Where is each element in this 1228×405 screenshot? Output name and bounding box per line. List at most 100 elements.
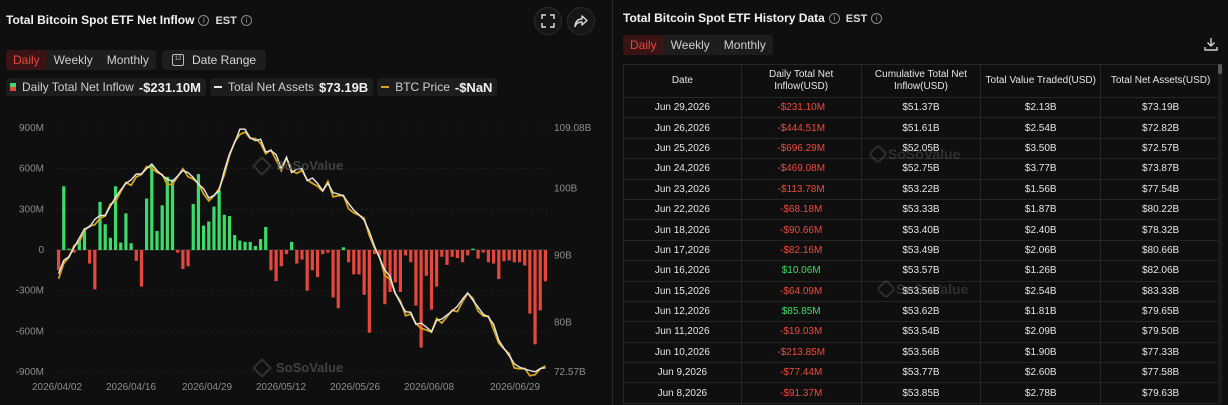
row-net-assets: $82.06B <box>1100 260 1221 282</box>
y-left-tick-label: 600M <box>19 164 44 175</box>
row-date: Jun 8,2026 <box>623 382 742 404</box>
inflow-bar <box>176 250 180 253</box>
row-date: Jun 16,2026 <box>623 260 742 282</box>
y-right-tick-label: 72.57B <box>554 367 586 378</box>
inflow-bar <box>398 250 403 293</box>
row-value-traded: $2.60B <box>980 362 1102 384</box>
fullscreen-icon <box>541 14 555 28</box>
column-header-daily-inflow[interactable]: Daily Total Net Inflow(USD) <box>740 64 862 98</box>
row-value-traded: $2.09B <box>980 321 1102 343</box>
y-right-tick-label: 100B <box>554 184 578 195</box>
table-row[interactable]: Jun 11,2026 -$19.03M $53.54B $2.09B $79.50B <box>623 321 1221 343</box>
inflow-bar <box>429 250 434 310</box>
info-icon[interactable]: i <box>828 13 840 24</box>
table-row[interactable]: Jun 16,2026 $10.06M $53.57B $1.26B $82.06B <box>623 260 1221 282</box>
y-left-tick-label: 0 <box>38 245 44 256</box>
row-net-assets: $79.65B <box>1100 300 1221 323</box>
legend-value: -$231.10M <box>138 79 201 95</box>
date-range-button[interactable]: 12 Date Range <box>162 50 267 70</box>
inflow-bar <box>103 224 107 250</box>
row-daily-inflow: -$213.85M <box>740 341 862 364</box>
row-net-assets: $79.50B <box>1100 321 1221 343</box>
row-daily-inflow: -$91.37M <box>740 382 862 404</box>
legend-btc-price[interactable]: BTC Price -$NaN <box>377 78 498 96</box>
inflow-bar <box>243 241 247 250</box>
inflow-bar <box>543 250 548 282</box>
x-tick-label: 2026/04/02 <box>32 382 82 393</box>
row-daily-inflow: -$19.03M <box>740 321 862 343</box>
inflow-bar <box>481 250 485 253</box>
table-row[interactable]: Jun 22,2026 -$68.18M $53.33B $1.87B $80.22B <box>623 198 1221 221</box>
inflow-bar <box>300 250 304 260</box>
row-cumulative: $53.40B <box>860 219 982 241</box>
inflow-bar <box>269 250 273 271</box>
column-header-value-traded[interactable]: Total Value Traded(USD) <box>980 64 1102 98</box>
inflow-bar <box>181 250 185 269</box>
x-tick-label: 2026/06/08 <box>404 382 454 393</box>
row-cumulative: $53.77B <box>860 362 982 384</box>
table-row[interactable]: Jun 12,2026 $85.85M $53.62B $1.81B $79.65B <box>623 300 1221 323</box>
inflow-bar <box>155 231 159 250</box>
scrollbar-thumb[interactable] <box>1218 64 1222 74</box>
watermark-text: SoSoValue <box>276 158 343 173</box>
download-icon[interactable] <box>1203 36 1219 52</box>
inflow-bar <box>367 250 371 333</box>
inflow-bar <box>450 250 454 257</box>
table-row[interactable]: Jun 18,2026 -$90.66M $53.40B $2.40B $78.32B <box>623 219 1221 241</box>
column-header-cumulative[interactable]: Cumulative Total Net Inflow(USD) <box>860 64 982 98</box>
legend-total-net-assets[interactable]: Total Net Assets $73.19B <box>209 78 374 96</box>
fullscreen-button[interactable] <box>534 7 562 35</box>
row-daily-inflow: $85.85M <box>740 300 862 323</box>
inflow-bar <box>98 201 102 250</box>
row-date: Jun 25,2026 <box>623 137 742 160</box>
row-date: Jun 15,2026 <box>623 280 742 302</box>
table-row[interactable]: Jun 29,2026 -$231.10M $51.37B $2.13B $73.19B <box>623 96 1221 119</box>
inflow-bar <box>72 250 76 253</box>
inflow-bar <box>217 190 221 250</box>
legend-daily-inflow[interactable]: Daily Total Net Inflow -$231.10M <box>6 78 206 96</box>
table-row[interactable]: Jun 8,2026 -$91.37M $53.85B $2.78B $79.63B <box>623 382 1221 404</box>
column-header-date[interactable]: Date <box>623 64 742 98</box>
row-date: Jun 10,2026 <box>623 341 742 364</box>
inflow-bar <box>124 213 128 250</box>
table-row[interactable]: Jun 24,2026 -$469.08M $52.75B $3.77B $73.87B <box>623 158 1221 180</box>
tab-weekly[interactable]: Weekly <box>53 53 93 67</box>
inflow-bar <box>290 241 294 250</box>
inflow-bar <box>336 250 340 309</box>
tab-daily[interactable]: Daily <box>623 35 664 55</box>
table-row[interactable]: Jun 23,2026 -$113.78M $53.22B $1.56B $77.54B <box>623 178 1221 200</box>
table-row[interactable]: Jun 9,2026 -$77.44M $53.77B $2.60B $77.58B <box>623 362 1221 384</box>
row-net-assets: $77.33B <box>1100 341 1221 364</box>
legend-label: Daily Total Net Inflow <box>22 80 134 94</box>
inflow-bar <box>409 250 413 263</box>
tab-monthly[interactable]: Monthly <box>106 53 149 67</box>
row-daily-inflow: -$82.16M <box>740 239 862 262</box>
tab-weekly[interactable]: Weekly <box>670 38 710 52</box>
timezone-label: EST <box>215 15 237 27</box>
watermark-text: SoSoValue <box>888 146 961 162</box>
inflow-bar <box>310 250 314 271</box>
row-value-traded: $1.90B <box>980 341 1102 364</box>
row-daily-inflow: -$68.18M <box>740 198 862 221</box>
inflow-bar <box>502 250 506 262</box>
table-row[interactable]: Jun 17,2026 -$82.16M $53.49B $2.06B $80.66B <box>623 239 1221 262</box>
watermark-text: SoSoValue <box>896 281 969 297</box>
table-row[interactable]: Jun 10,2026 -$213.85M $53.56B $1.90B $77.33B <box>623 341 1221 364</box>
table-scrollbar[interactable] <box>1218 64 1222 404</box>
table-row[interactable]: Jun 15,2026 -$64.09M $53.56B $2.54B $83.33B <box>623 280 1221 302</box>
x-tick-label: 2026/04/16 <box>106 382 156 393</box>
share-button[interactable] <box>567 7 595 35</box>
tab-monthly[interactable]: Monthly <box>723 38 766 52</box>
inflow-bar <box>145 198 149 250</box>
row-value-traded: $2.13B <box>980 96 1102 119</box>
inflow-bar <box>119 242 123 250</box>
table-row[interactable]: Jun 26,2026 -$444.51M $51.61B $2.54B $72.82B <box>623 117 1221 139</box>
tab-daily[interactable]: Daily <box>6 50 47 70</box>
column-header-net-assets[interactable]: Total Net Assets(USD) <box>1100 64 1221 98</box>
history-title-text: Total Bitcoin Spot ETF History Data <box>623 11 825 25</box>
chart-legend: Daily Total Net Inflow -$231.10M Total N… <box>6 78 498 96</box>
info-icon[interactable]: i <box>198 15 210 26</box>
info-icon[interactable]: i <box>240 15 252 26</box>
row-net-assets: $72.57B <box>1100 137 1221 160</box>
info-icon[interactable]: i <box>871 13 883 24</box>
